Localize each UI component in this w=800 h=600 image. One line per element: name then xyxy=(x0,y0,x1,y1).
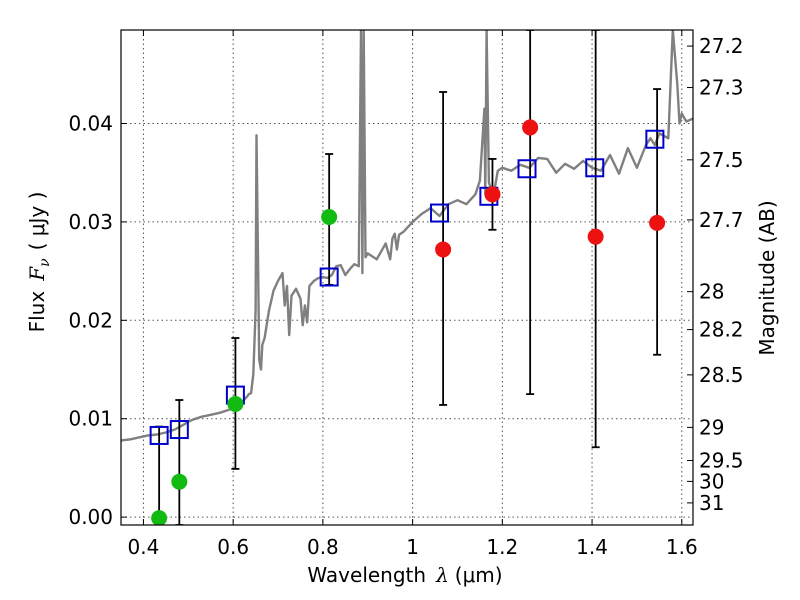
observed-flux-point xyxy=(435,241,452,258)
x-axis-title: Wavelength λ (μm) xyxy=(307,563,502,587)
y2-tick-label: 30 xyxy=(699,469,724,493)
axis-ticks xyxy=(121,30,693,525)
observed-flux-point xyxy=(522,119,539,136)
error-bar xyxy=(155,425,164,518)
plot-frame xyxy=(120,29,694,526)
y2-tick-label: 28.2 xyxy=(699,318,744,342)
y-tick-label: 0.03 xyxy=(68,210,113,234)
y2-tick-label: 28 xyxy=(699,280,724,304)
error-bar xyxy=(526,30,535,396)
model-photometry-square xyxy=(319,267,339,287)
model-photometry-square xyxy=(517,159,537,179)
model-spectrum-line xyxy=(121,30,693,442)
x-tick-label: 0.4 xyxy=(128,535,160,559)
error-bar xyxy=(175,399,184,525)
y2-tick-label: 27.2 xyxy=(699,34,744,58)
y2-tick-label: 31 xyxy=(699,491,724,515)
observed-flux-point xyxy=(587,228,604,245)
y-tick-label: 0.04 xyxy=(68,111,113,135)
observed-flux-point xyxy=(227,395,244,412)
y-axis-title: FluxFν( μJy ) xyxy=(25,192,53,333)
observed-flux-point xyxy=(321,208,338,225)
model-photometry-square xyxy=(169,420,189,440)
model-photometry-square xyxy=(645,129,665,149)
observed-flux-point xyxy=(171,473,188,490)
y2-tick-label: 27.7 xyxy=(699,208,744,232)
x-tick-label: 1.4 xyxy=(576,535,608,559)
x-tick-label: 0.6 xyxy=(217,535,249,559)
x-tick-label: 1 xyxy=(406,535,419,559)
x-tick-label: 1.2 xyxy=(486,535,518,559)
observed-flux-point xyxy=(484,186,501,203)
y2-tick-label: 29.5 xyxy=(699,448,744,472)
y2-tick-label: 29 xyxy=(699,415,724,439)
grid xyxy=(121,30,693,525)
y2-tick-label: 27.5 xyxy=(699,148,744,172)
y2-tick-label: 28.5 xyxy=(699,363,744,387)
observed-flux-point xyxy=(649,214,666,231)
y2-tick-label: 27.3 xyxy=(699,76,744,100)
y2-axis-title: Magnitude (AB) xyxy=(755,200,779,355)
y-tick-label: 0.01 xyxy=(68,407,113,431)
observed-flux-point xyxy=(151,510,168,525)
model-photometry-square xyxy=(585,158,605,178)
y-tick-label: 0.00 xyxy=(68,505,113,529)
x-tick-label: 0.8 xyxy=(307,535,339,559)
model-photometry-square xyxy=(149,425,169,445)
plot-area xyxy=(121,30,693,525)
y-tick-label: 0.02 xyxy=(68,308,113,332)
x-tick-label: 1.6 xyxy=(666,535,698,559)
model-photometry-square xyxy=(430,203,450,223)
